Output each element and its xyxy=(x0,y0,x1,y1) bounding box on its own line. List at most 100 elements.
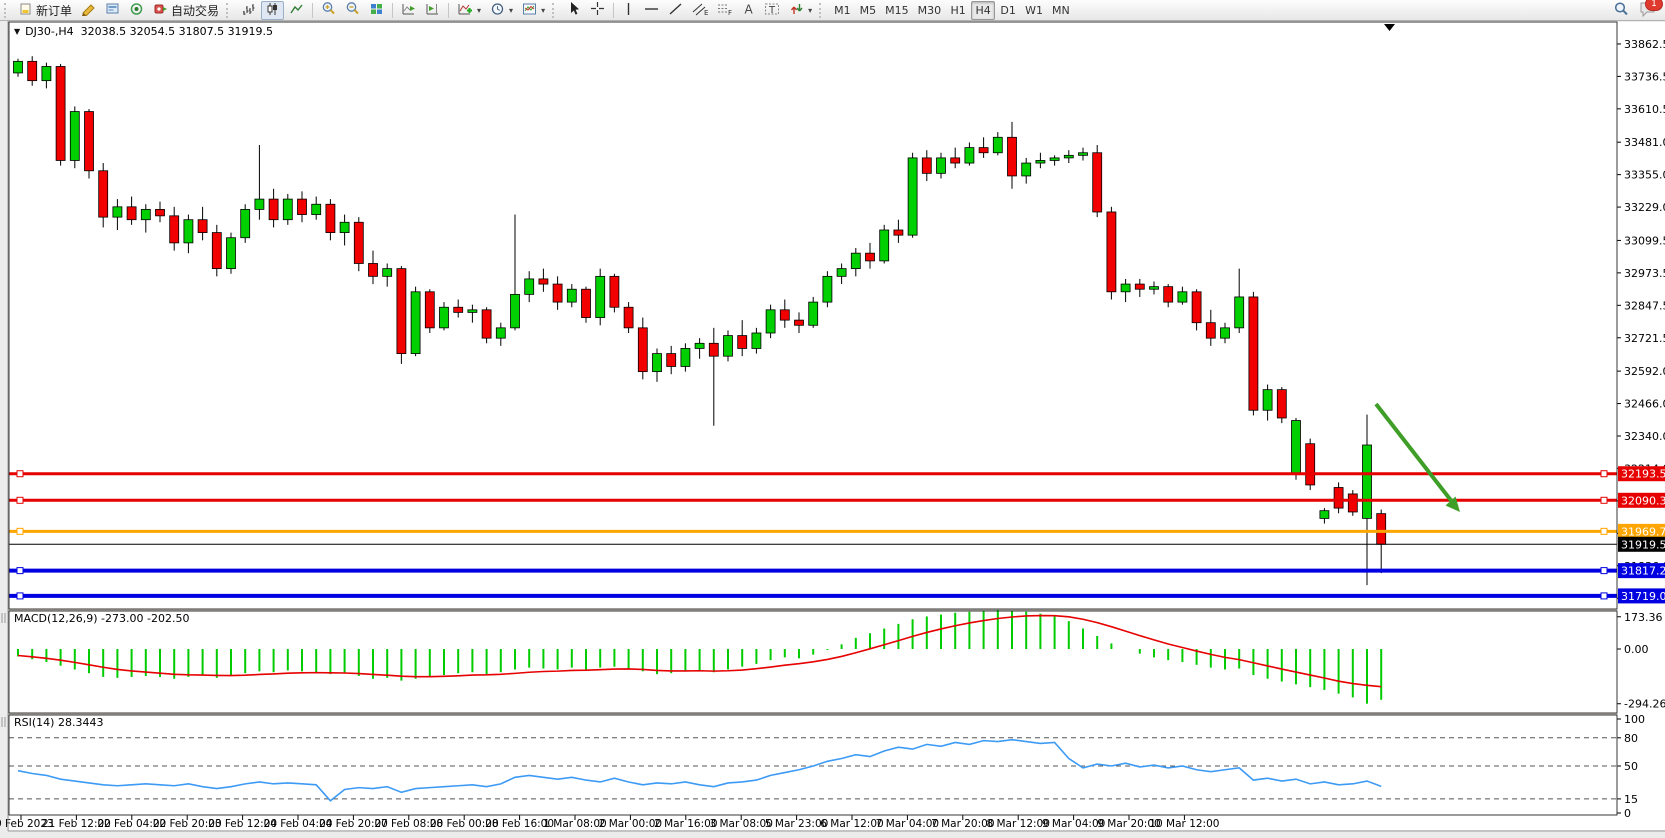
vertical-line-button[interactable] xyxy=(618,1,639,20)
candle-body xyxy=(410,291,421,354)
candle-body xyxy=(1035,160,1046,164)
candle-body xyxy=(751,332,762,349)
zoom-out-button[interactable] xyxy=(341,1,364,20)
date-axis-label[interactable]: 24 Feb 04:00 xyxy=(264,818,333,830)
price-line-label xyxy=(1618,536,1665,552)
templates-button[interactable]: ▾ xyxy=(518,1,549,20)
date-axis-label[interactable]: 6 Mar 12:00 xyxy=(820,818,883,830)
crosshair-button[interactable] xyxy=(586,1,609,20)
line-handle[interactable] xyxy=(16,567,24,575)
candle-body xyxy=(169,215,180,244)
tf-button-W1[interactable]: W1 xyxy=(1021,1,1047,20)
tf-button-H4[interactable]: H4 xyxy=(971,0,996,20)
date-axis-label[interactable]: 22 Feb 04:00 xyxy=(97,818,166,830)
annotation-arrow-head[interactable] xyxy=(1445,496,1461,513)
candle-body xyxy=(694,342,705,349)
bar-chart-icon xyxy=(241,2,256,19)
candle-body xyxy=(55,66,66,161)
new-order-button[interactable]: 新订单 xyxy=(15,1,76,20)
tf-button-M5[interactable]: M5 xyxy=(856,1,881,20)
search-icon xyxy=(1613,1,1629,20)
candle-body xyxy=(254,198,265,210)
line-handle[interactable] xyxy=(1600,496,1608,504)
date-axis-label[interactable]: 27 Feb 08:00 xyxy=(374,818,443,830)
date-axis-label[interactable]: 24 Feb 20:00 xyxy=(319,818,388,830)
fibonacci-button[interactable]: F xyxy=(713,1,737,20)
date-axis-label[interactable]: 20 Feb 2023 xyxy=(0,818,54,830)
date-axis-label[interactable]: 2 Mar 16:00 xyxy=(654,818,717,830)
text-label-button[interactable]: T xyxy=(760,1,784,20)
date-axis-label[interactable]: 7 Mar 20:00 xyxy=(931,818,994,830)
price-line-label xyxy=(1618,523,1665,539)
line-handle[interactable] xyxy=(1600,527,1608,535)
rsi-axis-label: 15 xyxy=(1624,793,1638,806)
candle-body xyxy=(1021,162,1032,177)
candle-body xyxy=(936,157,946,174)
pane-splitter[interactable] xyxy=(9,713,1617,715)
arrows-button[interactable]: ▾ xyxy=(785,1,816,20)
text-button[interactable]: A xyxy=(738,1,759,20)
candle-body xyxy=(297,198,307,215)
line-handle[interactable] xyxy=(16,470,24,478)
indicators-button[interactable]: ▾ xyxy=(453,1,485,20)
date-axis-label[interactable]: 9 Mar 20:00 xyxy=(1097,818,1160,830)
line-handle[interactable] xyxy=(1600,567,1608,575)
date-axis-label[interactable]: 28 Feb 00:00 xyxy=(430,818,499,830)
search-button[interactable] xyxy=(1609,1,1633,20)
line-handle[interactable] xyxy=(16,527,24,535)
line-handle[interactable] xyxy=(1600,470,1608,478)
zoom-in-button[interactable] xyxy=(317,1,340,20)
date-axis-label[interactable]: 5 Mar 23:00 xyxy=(765,818,828,830)
annotation-arrow[interactable] xyxy=(1374,402,1455,505)
tf-button-MN[interactable]: MN xyxy=(1048,1,1074,20)
line-handle[interactable] xyxy=(16,496,24,504)
line-handle[interactable] xyxy=(16,592,24,600)
candle-body xyxy=(467,309,478,313)
candle-body xyxy=(737,335,748,349)
line-handle[interactable] xyxy=(1600,592,1608,600)
date-axis-label[interactable]: 22 Feb 20:00 xyxy=(153,818,222,830)
tile-windows-button[interactable] xyxy=(365,1,388,20)
rsi-line xyxy=(17,738,1382,802)
equidistant-channel-button[interactable]: E xyxy=(688,1,712,20)
date-axis-label[interactable]: 8 Mar 12:00 xyxy=(986,818,1049,830)
price-line-label-text: 31969.7 xyxy=(1621,525,1665,538)
date-axis-label[interactable]: 10 Mar 12:00 xyxy=(1149,818,1219,830)
auto-scroll-button[interactable] xyxy=(397,1,420,20)
market-watch-button[interactable] xyxy=(101,1,124,20)
candle-body xyxy=(439,306,449,329)
trendline-button[interactable] xyxy=(664,1,687,20)
community-button[interactable]: 1 xyxy=(1639,0,1663,20)
horizontal-line-button[interactable] xyxy=(640,1,663,20)
candle-body xyxy=(708,342,719,357)
metaeditor-button[interactable] xyxy=(77,1,100,20)
tf-button-D1[interactable]: D1 xyxy=(996,1,1020,20)
tf-button-H1[interactable]: H1 xyxy=(946,1,970,20)
date-axis-label[interactable]: 1 Mar 08:00 xyxy=(543,818,606,830)
periods-button[interactable]: ▾ xyxy=(486,1,517,20)
line-chart-button[interactable] xyxy=(285,1,308,20)
date-axis-label[interactable]: 7 Mar 04:00 xyxy=(876,818,939,830)
signals-button[interactable] xyxy=(125,1,148,20)
rsi-axis-label: 50 xyxy=(1624,760,1638,773)
candle-body xyxy=(495,327,506,339)
cursor-button[interactable] xyxy=(563,1,585,20)
svg-text:E: E xyxy=(704,9,708,16)
date-axis-label[interactable]: 23 Feb 12:00 xyxy=(208,818,277,830)
autotrade-button[interactable]: 自动交易 xyxy=(149,1,223,20)
candlestick-chart-button[interactable] xyxy=(261,0,285,20)
pane-splitter[interactable] xyxy=(9,609,1617,611)
date-axis-label[interactable]: 21 Feb 12:00 xyxy=(42,818,111,830)
candle-body xyxy=(368,263,378,277)
candle-body xyxy=(1205,322,1216,339)
bar-chart-button[interactable] xyxy=(237,1,260,20)
chart-shift-button[interactable] xyxy=(421,1,444,20)
date-axis-label[interactable]: 9 Mar 04:00 xyxy=(1042,818,1105,830)
tf-button-M30[interactable]: M30 xyxy=(914,1,946,20)
date-axis-label[interactable]: 2 Mar 00:00 xyxy=(599,818,662,830)
date-axis-label[interactable]: 3 Mar 08:00 xyxy=(709,818,772,830)
tf-button-M15[interactable]: M15 xyxy=(881,1,913,20)
date-axis-label[interactable]: 28 Feb 16:00 xyxy=(485,818,554,830)
tf-button-M1[interactable]: M1 xyxy=(830,1,855,20)
